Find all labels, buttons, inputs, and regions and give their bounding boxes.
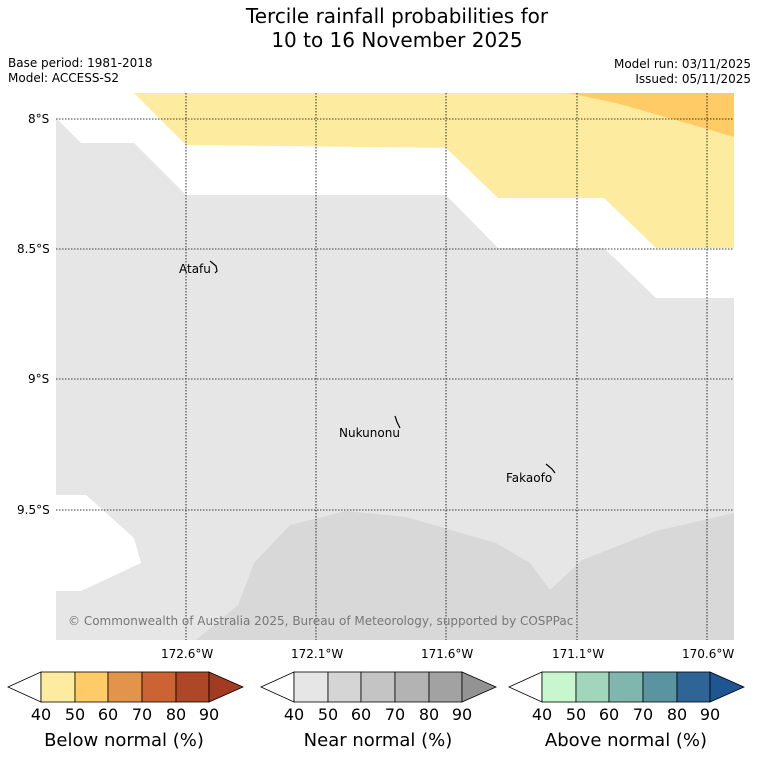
colorbar-near-normal xyxy=(260,671,497,703)
meta-right: Model run: 03/11/2025 Issued: 05/11/2025 xyxy=(614,57,751,87)
lon-label-172-6w: 172.6°W xyxy=(161,647,214,661)
title-line-1: Tercile rainfall probabilities for xyxy=(245,4,549,28)
colorbar-below-tick-70: 70 xyxy=(131,705,153,724)
colorbar-near-tick-80: 80 xyxy=(418,705,440,724)
meta-left: Base period: 1981-2018 Model: ACCESS-S2 xyxy=(8,56,153,86)
colorbar-above-tick-40: 40 xyxy=(531,705,553,724)
lon-label-172-1w: 172.1°W xyxy=(291,647,344,661)
colorbar-near-overflow xyxy=(461,671,497,703)
colorbar-below-70 xyxy=(141,671,177,703)
colorbar-near-underflow xyxy=(260,671,295,703)
colorbar-below-normal xyxy=(7,671,244,703)
colorbar-above-50 xyxy=(575,671,610,703)
colorbar-below-50 xyxy=(74,671,109,703)
model-name: Model: ACCESS-S2 xyxy=(8,71,120,85)
chart-title: Tercile rainfall probabilities for 10 to… xyxy=(0,4,758,52)
place-label-atafu: Atafu xyxy=(179,262,211,276)
below-normal-40-region xyxy=(81,93,734,248)
model-run: Model run: 03/11/2025 xyxy=(613,57,751,71)
lon-label-171-1w: 171.1°W xyxy=(552,647,605,661)
colorbar-below-overflow xyxy=(208,671,244,703)
colorbar-above-normal xyxy=(508,671,745,703)
colorbar-above-80 xyxy=(676,671,711,703)
colorbar-below-tick-90: 90 xyxy=(198,705,220,724)
colorbar-below-tick-40: 40 xyxy=(30,705,52,724)
fakaofo-atoll-outline xyxy=(545,463,556,474)
colorbar-above-label: Above normal (%) xyxy=(544,730,708,751)
colorbar-above-tick-70: 70 xyxy=(632,705,654,724)
copyright-notice: © Commonwealth of Australia 2025, Bureau… xyxy=(68,614,574,628)
colorbar-near-tick-50: 50 xyxy=(317,705,339,724)
colorbar-near-80 xyxy=(428,671,463,703)
place-label-fakaofo: Fakaofo xyxy=(506,471,553,485)
colorbar-near-40 xyxy=(293,671,329,703)
colorbar-below-80 xyxy=(175,671,210,703)
colorbar-near-tick-90: 90 xyxy=(451,705,473,724)
colorbar-near-70 xyxy=(394,671,430,703)
colorbar-above-underflow xyxy=(508,671,543,703)
base-period: Base period: 1981-2018 xyxy=(8,56,153,70)
lat-label-8s: 8°S xyxy=(28,112,50,126)
below-normal-50-region xyxy=(568,93,734,137)
colorbar-above-tick-60: 60 xyxy=(598,705,620,724)
colorbar-below-40 xyxy=(40,671,76,703)
colorbar-near-tick-70: 70 xyxy=(384,705,406,724)
colorbar-near-label: Near normal (%) xyxy=(303,730,453,751)
colorbar-near-60 xyxy=(360,671,396,703)
lon-label-170-6w: 170.6°W xyxy=(682,647,735,661)
title-line-2: 10 to 16 November 2025 xyxy=(271,28,523,52)
lat-label-9s: 9°S xyxy=(28,372,50,386)
nukunonu-atoll-outline xyxy=(394,415,401,429)
colorbar-above-40 xyxy=(541,671,577,703)
colorbar-below-tick-60: 60 xyxy=(97,705,119,724)
colorbar-above-tick-90: 90 xyxy=(699,705,721,724)
lat-label-8-5s: 8.5°S xyxy=(17,242,50,256)
colorbar-below-tick-80: 80 xyxy=(165,705,187,724)
colorbar-near-tick-60: 60 xyxy=(350,705,372,724)
colorbar-below-60 xyxy=(107,671,143,703)
lat-label-9-5s: 9.5°S xyxy=(17,503,50,517)
colorbar-below-label: Below normal (%) xyxy=(44,730,204,751)
colorbar-above-tick-50: 50 xyxy=(565,705,587,724)
colorbar-near-50 xyxy=(327,671,362,703)
map-canvas xyxy=(56,93,734,640)
atafu-atoll-outline xyxy=(209,260,218,274)
colorbar-below-tick-50: 50 xyxy=(64,705,86,724)
colorbar-near-tick-40: 40 xyxy=(283,705,305,724)
gridlines xyxy=(56,93,734,640)
colorbar-above-60 xyxy=(608,671,644,703)
near-normal-50-region xyxy=(196,511,734,640)
lon-label-171-6w: 171.6°W xyxy=(421,647,474,661)
issued-date: Issued: 05/11/2025 xyxy=(635,72,751,86)
colorbar-below-underflow xyxy=(7,671,42,703)
colorbar-above-70 xyxy=(642,671,678,703)
colorbar-above-overflow xyxy=(709,671,745,703)
colorbar-above-tick-80: 80 xyxy=(666,705,688,724)
place-label-nukunonu: Nukunonu xyxy=(339,426,400,440)
